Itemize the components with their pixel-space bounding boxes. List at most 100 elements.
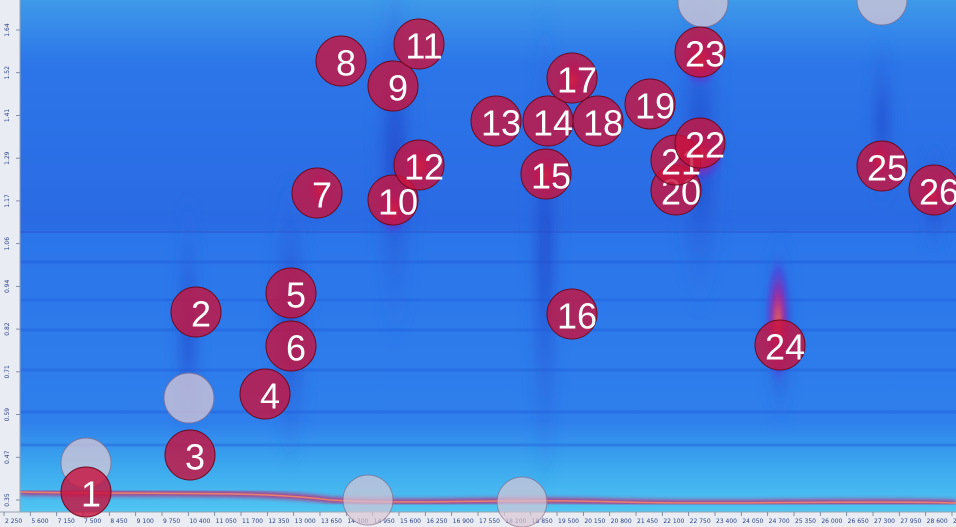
peak-marker[interactable]: 13	[470, 95, 522, 147]
x-tick-label: 19 500	[558, 518, 579, 525]
peak-marker[interactable]: 9	[367, 60, 419, 112]
peak-marker-label: 7	[312, 175, 332, 216]
peak-marker[interactable]: 16	[546, 288, 598, 340]
x-tick-label: 23 400	[716, 518, 737, 525]
peak-marker-label: 5	[286, 275, 306, 316]
peak-marker[interactable]: 8	[315, 35, 367, 87]
x-tick-label: 22 750	[690, 518, 711, 525]
peak-marker[interactable]: 4	[239, 368, 291, 420]
ghost-marker[interactable]	[856, 0, 908, 26]
peak-marker-label: 13	[481, 103, 521, 144]
peak-marker-circle	[315, 35, 367, 87]
y-axis-ruler	[0, 0, 20, 512]
peak-marker-label: 24	[765, 327, 805, 368]
x-tick-label: 7 500	[84, 518, 101, 525]
peak-marker[interactable]: 22	[674, 117, 726, 169]
y-tick-label: 0.47	[4, 450, 11, 464]
peak-marker[interactable]: 14	[522, 95, 574, 147]
x-tick-label: 10 400	[189, 518, 210, 525]
x-axis-ticks: 2 250 5 600 7 150 7 500 8 450 9 100 9 750 10 40…	[3, 512, 956, 525]
x-tick-label: 13 650	[321, 518, 342, 525]
peak-marker-circle	[60, 466, 112, 518]
x-tick-label: 14 950	[374, 518, 395, 525]
peak-marker-label: 1	[81, 474, 101, 515]
peak-marker-label: 4	[260, 376, 280, 417]
peak-marker[interactable]: 26	[908, 164, 956, 216]
peak-marker-label: 19	[635, 86, 675, 127]
peak-marker-circle	[624, 78, 676, 130]
peak-marker-label: 23	[685, 34, 725, 75]
peak-marker[interactable]: 24	[754, 319, 806, 371]
y-tick-label: 0.59	[4, 408, 11, 422]
x-tick-label: 9 750	[163, 518, 180, 525]
peak-marker[interactable]: 12	[393, 139, 445, 191]
x-tick-label: 16 900	[453, 518, 474, 525]
peak-marker[interactable]: 25	[856, 140, 908, 192]
peak-marker[interactable]: 6	[265, 320, 317, 372]
peak-marker-label: 25	[867, 148, 907, 189]
peak-marker-label: 11	[405, 26, 442, 67]
x-tick-label: 24 050	[742, 518, 763, 525]
x-tick-label: 27 300	[874, 518, 895, 525]
peak-marker-circle	[291, 167, 343, 219]
peak-marker-circle	[393, 18, 445, 70]
peak-marker[interactable]: 2	[170, 286, 222, 338]
peak-marker-label: 16	[557, 296, 597, 337]
peak-marker[interactable]: 3	[164, 429, 216, 481]
y-tick-label: 1.64	[4, 23, 11, 37]
x-tick-label: 11 050	[216, 518, 237, 525]
peak-marker-label: 15	[531, 156, 571, 197]
peak-marker-label: 8	[336, 43, 356, 84]
peak-marker-circle	[856, 140, 908, 192]
ghost-marker[interactable]	[163, 372, 215, 424]
peak-marker-circle	[239, 368, 291, 420]
peak-marker[interactable]: 18	[572, 95, 624, 147]
peak-marker-circle	[546, 52, 598, 104]
x-tick-label: 22 100	[663, 518, 684, 525]
peak-marker[interactable]: 10	[367, 174, 419, 226]
x-tick-label: 18 850	[532, 518, 553, 525]
peak-marker-label: 22	[685, 125, 725, 166]
y-tick-label: 1.41	[4, 109, 11, 123]
y-tick-label: 1.52	[4, 66, 11, 80]
y-tick-label: 1.29	[4, 151, 11, 165]
x-tick-label: 28 600	[927, 518, 948, 525]
peak-marker-circle	[572, 95, 624, 147]
peak-marker[interactable]: 1	[60, 466, 112, 518]
x-tick-label: 25 350	[795, 518, 816, 525]
peak-marker[interactable]: 17	[546, 52, 598, 104]
x-tick-label: 8 450	[110, 518, 127, 525]
peak-marker-circle	[170, 286, 222, 338]
x-tick-label: 20 800	[611, 518, 632, 525]
x-tick-label: 12 350	[268, 518, 289, 525]
peak-marker-circle	[164, 429, 216, 481]
peak-marker-label: 17	[557, 60, 597, 101]
ghost-marker[interactable]	[342, 474, 394, 526]
peak-marker[interactable]: 5	[265, 267, 317, 319]
x-tick-label: 11 700	[242, 518, 263, 525]
x-tick-label: 26 000	[821, 518, 842, 525]
x-tick-label: 29 250	[953, 518, 956, 525]
x-tick-label: 16 250	[426, 518, 447, 525]
peak-marker[interactable]: 23	[674, 26, 726, 78]
x-tick-label: 20 150	[584, 518, 605, 525]
peak-marker-label: 12	[404, 147, 444, 188]
peak-marker-circle	[520, 148, 572, 200]
peak-marker-label: 18	[583, 103, 623, 144]
x-tick-label: 21 450	[637, 518, 658, 525]
peak-marker[interactable]: 11	[393, 18, 445, 70]
peak-marker-circle	[754, 319, 806, 371]
peak-marker[interactable]: 19	[624, 78, 676, 130]
y-tick-label: 1.06	[4, 237, 11, 251]
x-tick-label: 26 650	[848, 518, 869, 525]
x-tick-label: 17 550	[479, 518, 500, 525]
y-tick-label: 0.35	[4, 493, 11, 507]
ghost-marker[interactable]	[496, 476, 548, 527]
y-tick-label: 0.94	[4, 280, 11, 294]
peak-marker[interactable]: 15	[520, 148, 572, 200]
peak-marker[interactable]: 7	[291, 167, 343, 219]
peak-marker-circle	[265, 267, 317, 319]
